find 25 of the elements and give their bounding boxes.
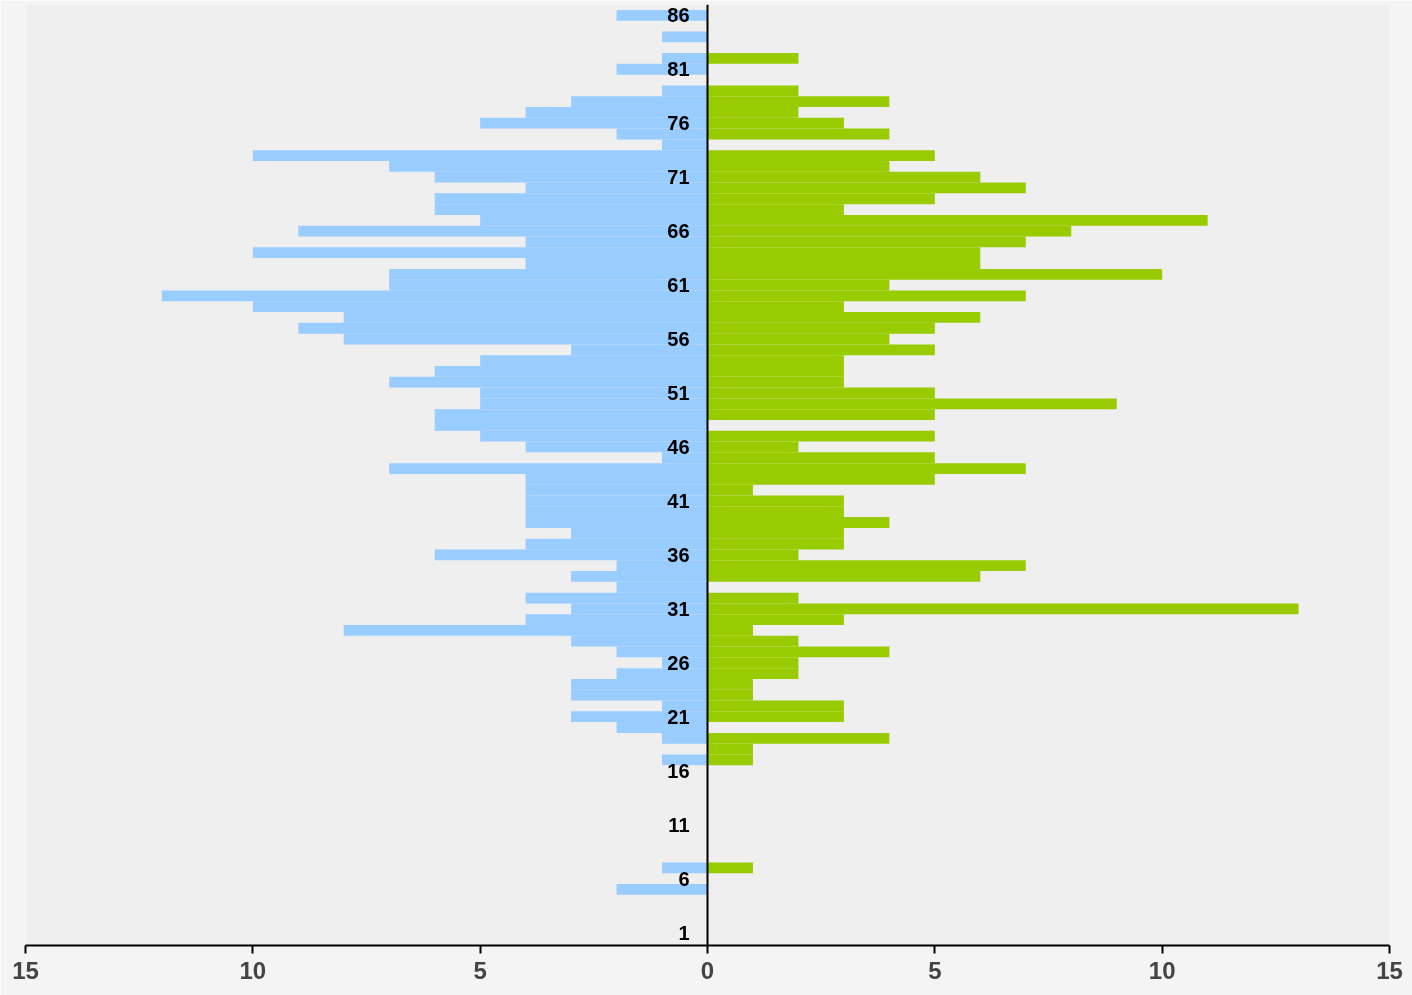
y-tick-label: 26 [667, 651, 690, 674]
x-tick-label: 15 [1376, 956, 1403, 984]
x-tick-label: 10 [239, 956, 267, 984]
y-tick-label: 6 [678, 867, 690, 890]
x-tick-label: 10 [1148, 956, 1176, 984]
y-tick-label: 21 [667, 705, 690, 728]
y-tick-label: 16 [667, 759, 690, 782]
y-tick-label: 1 [678, 921, 690, 944]
y-tick-label: 76 [667, 112, 690, 135]
y-tick-label: 41 [667, 489, 690, 512]
y-tick-label: 31 [667, 597, 690, 620]
x-tick-label: 5 [473, 956, 487, 984]
y-tick-label: 11 [668, 813, 690, 836]
y-tick-label: 56 [667, 328, 690, 351]
y-tick-label: 86 [667, 4, 690, 27]
y-tick-label: 66 [667, 220, 690, 243]
y-tick-label: 61 [667, 274, 690, 297]
y-tick-label: 36 [667, 543, 690, 566]
y-tick-label: 71 [667, 166, 690, 189]
x-tick-label: 5 [928, 956, 942, 984]
y-tick-label: 51 [667, 381, 690, 404]
y-tick-label: 81 [667, 58, 690, 81]
x-tick-label: 15 [12, 956, 39, 984]
y-tick-label: 46 [667, 435, 690, 458]
x-tick-label: 0 [700, 956, 715, 984]
